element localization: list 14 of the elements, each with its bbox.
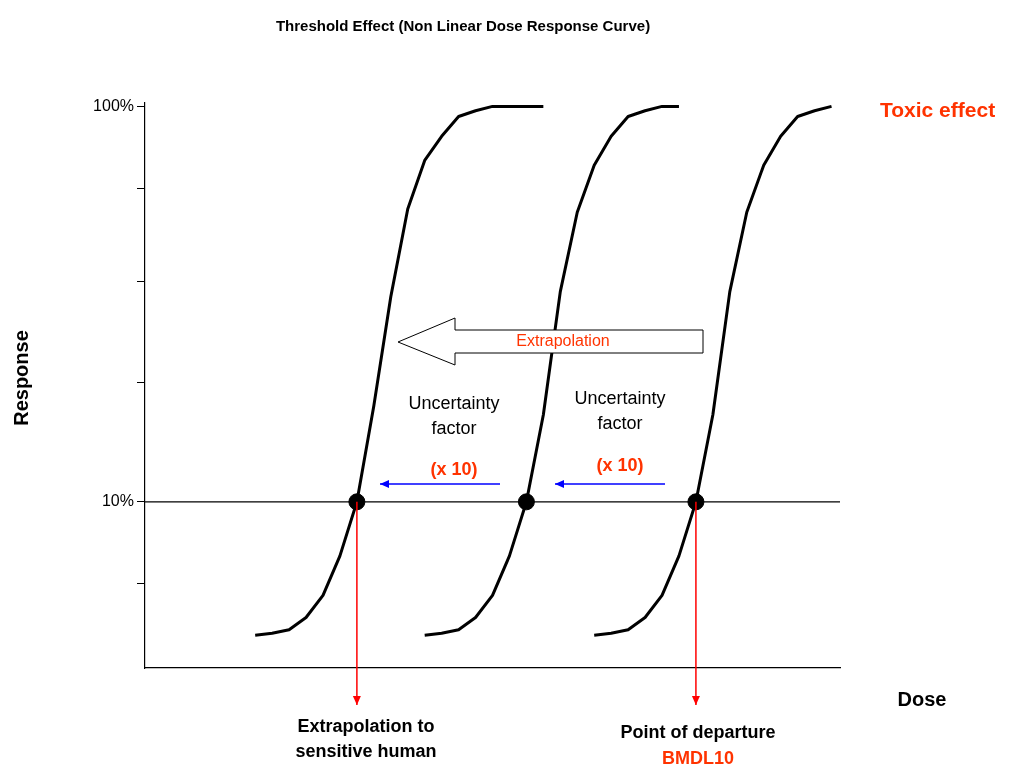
text: BMDL10: [661, 747, 735, 768]
chart-title: Threshold Effect (Non Linear Dose Response Curve): [275, 17, 651, 35]
annotation: (x 10): [596, 454, 644, 475]
text: Point of departure: [620, 721, 776, 742]
y-tick-label: 10%: [101, 492, 134, 510]
x-axis-title: Dose: [897, 687, 947, 710]
annotation: (x 10): [430, 458, 478, 479]
text: Toxic effect: [880, 97, 996, 121]
annotation: Uncertainty factor: [574, 387, 666, 433]
y-axis-title: Response: [9, 330, 32, 426]
annotation: Uncertainty factor: [408, 392, 500, 438]
text: Extrapolation to sensitive human: [295, 715, 437, 761]
y-tick-label: 100%: [93, 96, 134, 114]
annotation: Extrapolation: [516, 332, 610, 350]
